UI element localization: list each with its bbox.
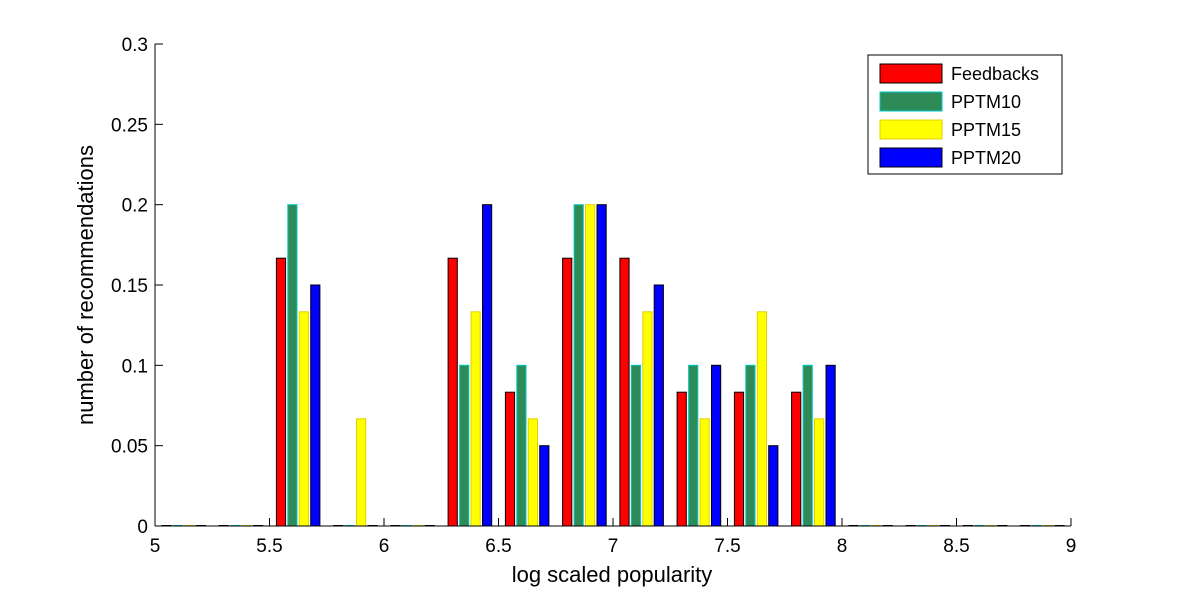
bar-pptm10-11: [802, 364, 813, 527]
x-tick-label: 5.5: [256, 536, 282, 557]
bar-feedbacks-8: [619, 257, 630, 527]
bar-pptm15-9: [699, 418, 710, 527]
bar-pptm15-6: [527, 418, 538, 527]
bar-feedbacks-7: [562, 257, 573, 527]
x-tick-label: 8: [837, 536, 848, 557]
bar-pptm20-9: [711, 364, 722, 527]
bar-feedbacks-11: [791, 391, 802, 527]
legend-label-pptm10: PPTM10: [951, 92, 1021, 112]
bar-feedbacks-10: [733, 391, 745, 527]
bar-pptm10-5: [459, 364, 470, 527]
y-tick-label: 0.05: [111, 437, 148, 458]
x-tick-label: 9: [1066, 536, 1077, 557]
bar-pptm10-2: [287, 204, 298, 527]
legend: Feedbacks PPTM10 PPTM15 PPTM20: [867, 54, 1063, 175]
y-tick-label: 0.3: [122, 35, 148, 56]
bar-pptm20-5: [482, 204, 493, 527]
bar-pptm15-5: [470, 311, 481, 527]
legend-label-pptm15: PPTM15: [951, 120, 1021, 140]
bar-pptm15-11: [814, 418, 825, 527]
y-tick-label: 0: [137, 517, 148, 538]
x-tick-label: 7.5: [714, 536, 740, 557]
legend-swatch-pptm10: [879, 91, 943, 112]
bar-pptm20-6: [539, 445, 550, 527]
bar-pptm15-8: [642, 311, 653, 527]
bars-layer: [161, 204, 1065, 527]
bar-pptm15-10: [756, 311, 767, 527]
y-tick-label: 0.25: [111, 115, 148, 136]
legend-swatch-feedbacks: [879, 63, 943, 84]
x-tick-label: 6: [379, 536, 390, 557]
bar-pptm10-9: [688, 364, 699, 527]
bar-pptm20-10: [768, 445, 779, 527]
bar-feedbacks-9: [676, 391, 687, 527]
legend-swatch-pptm20: [879, 147, 943, 168]
bar-pptm20-11: [825, 364, 836, 527]
y-axis-title: number of recommendations: [73, 145, 98, 425]
bar-pptm20-8: [653, 284, 664, 527]
y-tick-label: 0.2: [122, 196, 148, 217]
axes-layer: 5 5.5 6 6.5 7 7.5 8 8.5 9 0 0.05 0.1 0.15 0.2 0.25 0.3: [111, 35, 1076, 557]
y-tick-label: 0.1: [122, 356, 148, 377]
x-tick-label: 8.5: [943, 536, 969, 557]
bar-pptm10-10: [745, 364, 756, 527]
bar-pptm15-2: [298, 311, 309, 527]
bar-feedbacks-5: [447, 257, 458, 527]
bar-feedbacks-6: [504, 391, 516, 527]
bar-pptm15-7: [585, 204, 596, 527]
x-axis-title: log scaled popularity: [512, 562, 713, 587]
legend-label-feedbacks: Feedbacks: [951, 64, 1039, 84]
bar-pptm10-6: [516, 364, 527, 527]
bar-pptm20-7: [596, 204, 607, 527]
x-tick-label: 6.5: [485, 536, 511, 557]
bar-pptm10-7: [573, 204, 584, 527]
bar-pptm10-8: [630, 364, 641, 527]
legend-label-pptm20: PPTM20: [951, 148, 1021, 168]
x-tick-label: 5: [150, 536, 161, 557]
bar-pptm20-2: [310, 284, 321, 527]
y-tick-label: 0.15: [111, 276, 148, 297]
bar-feedbacks-2: [275, 257, 287, 527]
x-tick-label: 7: [608, 536, 619, 557]
legend-swatch-pptm15: [879, 119, 943, 140]
bar-pptm15-3: [356, 418, 367, 527]
